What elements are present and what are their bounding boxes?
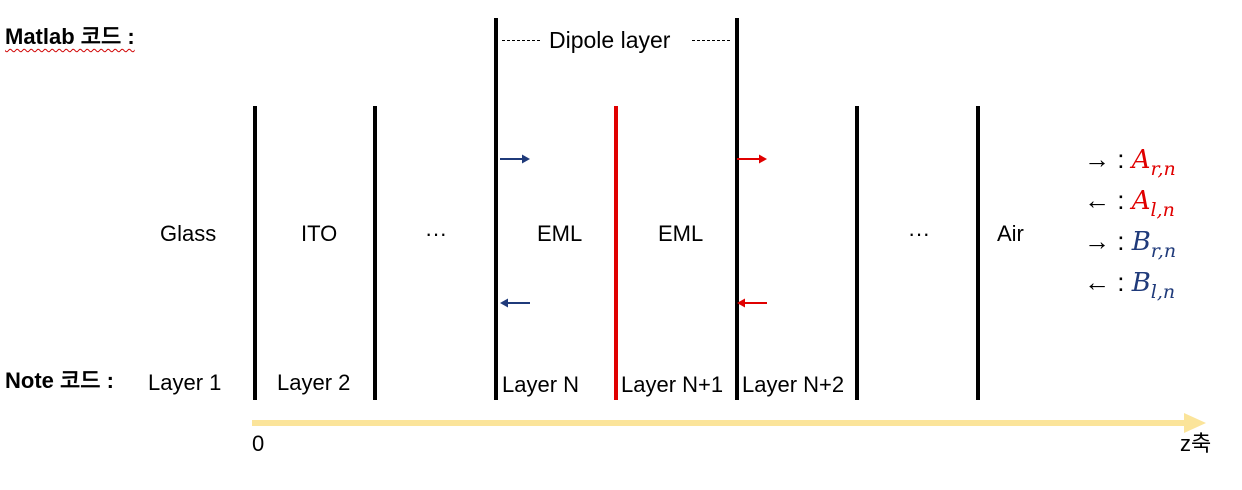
- legend-symbol: B: [1131, 227, 1151, 257]
- legend-subscript: r,n: [1150, 158, 1176, 180]
- legend-subscript: l,n: [1150, 281, 1176, 303]
- b-left-arrow-icon: [500, 298, 530, 308]
- medium-air: Air: [997, 221, 1024, 246]
- legend-b-right: → : Br,n: [1084, 226, 1176, 261]
- legend-a-left: ← : Al,n: [1084, 185, 1175, 220]
- legend-symbol: A: [1131, 186, 1151, 216]
- note-code-label: Note 코드 :: [5, 368, 114, 393]
- z-axis-arrow-icon: [252, 413, 1206, 433]
- interface-line-5: [855, 106, 859, 400]
- interface-line-6: [976, 106, 980, 400]
- layer-label-1: Layer 1: [148, 370, 222, 395]
- medium-glass: Glass: [160, 221, 217, 246]
- medium-ellipsis-right: ···: [908, 221, 930, 246]
- dipole-dash-left: [502, 40, 540, 41]
- legend-arrow: ← :: [1084, 185, 1125, 215]
- z-axis-label: z축: [1180, 431, 1212, 456]
- legend-subscript: r,n: [1150, 240, 1177, 262]
- interface-line-dipole-right: [735, 18, 739, 400]
- interface-line-dipole-left: [494, 18, 498, 400]
- dipole-dash-right: [692, 40, 730, 41]
- matlab-code-label: Matlab 코드 :: [5, 24, 135, 49]
- layer-label-n-plus-1: Layer N+1: [621, 372, 724, 397]
- legend-arrow: → :: [1084, 144, 1125, 174]
- legend-arrow: ← :: [1084, 267, 1125, 297]
- legend-a-right: → : Ar,n: [1084, 144, 1176, 179]
- z-axis-origin: 0: [252, 431, 265, 456]
- layer-label-2: Layer 2: [277, 370, 351, 395]
- a-right-arrow-icon: [737, 154, 767, 164]
- layer-label-n: Layer N: [502, 372, 580, 397]
- legend-subscript: l,n: [1150, 199, 1175, 221]
- medium-ellipsis-left: ···: [425, 221, 447, 246]
- layer-label-n-plus-2: Layer N+2: [742, 372, 845, 397]
- legend-symbol: A: [1131, 145, 1151, 175]
- medium-ito: ITO: [301, 221, 338, 246]
- interface-line-emission: [614, 106, 618, 400]
- interface-line-2: [373, 106, 377, 400]
- medium-eml-1: EML: [537, 221, 583, 246]
- medium-eml-2: EML: [658, 221, 704, 246]
- legend-b-left: ← : Bl,n: [1084, 267, 1175, 302]
- b-right-arrow-icon: [500, 154, 530, 164]
- a-left-arrow-icon: [737, 298, 767, 308]
- legend-arrow: → :: [1084, 226, 1125, 256]
- interface-line-1: [253, 106, 257, 400]
- legend-symbol: B: [1131, 268, 1151, 298]
- dipole-layer-label: Dipole layer: [549, 27, 671, 53]
